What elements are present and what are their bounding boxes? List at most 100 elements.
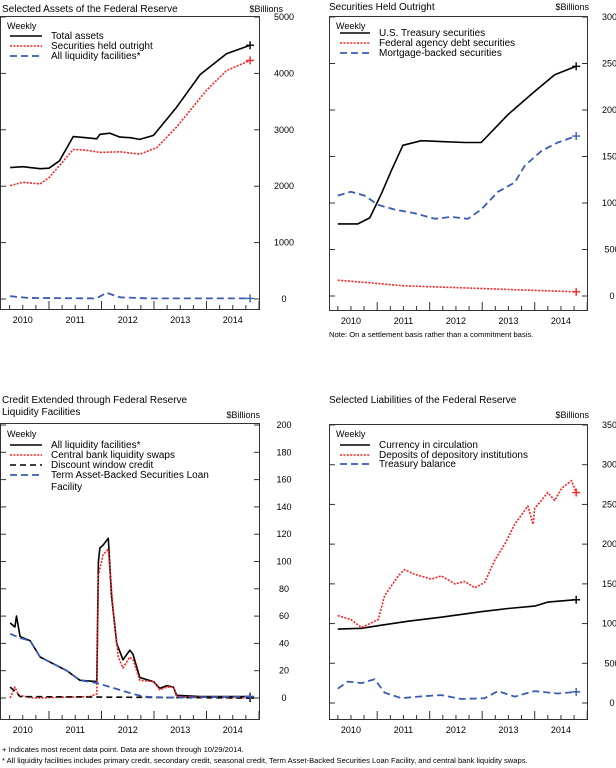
x-tick-label: 2013 <box>498 725 518 735</box>
chart-title: Selected Liabilities of the Federal Rese… <box>329 395 517 406</box>
x-tick-label: 2012 <box>118 725 138 735</box>
x-tick-label: 2011 <box>66 725 85 735</box>
x-tick-label: 2010 <box>13 725 33 735</box>
chart-title-line-1: Credit Extended through Federal Reserve <box>2 395 188 406</box>
series-line-currency-in-circulation <box>337 598 577 630</box>
y-tick-label: 1000 <box>602 619 616 629</box>
x-tick-label: 2011 <box>394 725 413 735</box>
y-tick-label: 0 <box>281 693 286 703</box>
legend-label: U.S. Treasury securities <box>379 28 485 39</box>
y-tick-label: 1500 <box>602 152 616 162</box>
latest-point-marker <box>572 488 581 497</box>
y-tick-label: 500 <box>604 245 616 255</box>
y-tick-label: 2500 <box>602 59 616 69</box>
y-tick-label: 2000 <box>602 539 616 549</box>
chart-title: Securities Held Outright <box>329 2 435 13</box>
latest-point-marker <box>572 132 581 141</box>
chart-selected-liabilities: Selected Liabilities of the Federal Rese… <box>329 395 589 470</box>
legend-label: Discount window credit <box>51 460 153 471</box>
unit-label: $Billions <box>555 2 589 12</box>
legend-label: Deposits of depository institutions <box>379 450 528 461</box>
series-line-total-assets <box>10 44 251 170</box>
y-tick-label: 3500 <box>602 420 616 430</box>
series-line-term-asset-backed-securities-loan-facility <box>9 632 251 699</box>
y-tick-label: 120 <box>276 529 291 539</box>
chart-title: Selected Assets of the Federal Reserve <box>2 4 178 15</box>
series-line-central-bank-liquidity-swaps <box>9 548 251 699</box>
latest-point-marker <box>246 692 255 701</box>
y-tick-label: 4000 <box>274 68 294 78</box>
y-tick-label: 2500 <box>602 499 616 509</box>
series-line-deposits-of-depository-institutions <box>337 479 577 629</box>
y-tick-label: 1000 <box>274 238 294 248</box>
series-line-treasury-balance <box>337 678 577 700</box>
footnote-liquidity-facilities: * All liquidity facilities includes prim… <box>2 756 528 765</box>
series-line-federal-agency-debt-securities <box>337 279 577 293</box>
legend-label: All liquidity facilities* <box>51 51 141 62</box>
x-tick-label: 2010 <box>341 725 361 735</box>
y-tick-label: 20 <box>279 666 289 676</box>
x-tick-label: 2012 <box>446 725 466 735</box>
y-tick-label: 1500 <box>602 579 616 589</box>
latest-point-marker <box>572 287 581 296</box>
footnote-recent-data: + Indicates most recent data point. Data… <box>2 745 244 754</box>
x-tick-label: 2014 <box>551 316 571 326</box>
x-tick-label: 2014 <box>551 725 571 735</box>
series-line-discount-window-credit <box>9 686 251 699</box>
y-tick-label: 0 <box>281 294 286 304</box>
x-tick-label: 2014 <box>223 315 243 325</box>
x-tick-label: 2010 <box>341 316 361 326</box>
x-tick-label: 2013 <box>170 725 190 735</box>
legend-label: All liquidity facilities* <box>51 440 141 451</box>
latest-point-marker <box>246 41 255 50</box>
legend-label: Securities held outright <box>51 41 153 52</box>
unit-label: $Billions <box>226 410 260 420</box>
y-tick-label: 140 <box>276 502 291 512</box>
plot-area: 0 500 1000 1500 2000 2500 3000 2010 2011 2012 2013… <box>329 12 616 326</box>
frequency-label: Weekly <box>7 21 37 31</box>
plot-frame <box>329 16 588 311</box>
legend-label-talf: Term Asset-Backed Securities Loan Facilit… <box>51 470 209 493</box>
plot-area: 0 20 40 60 80 100 120 140 160 180 200 2010 2011 2012 2… <box>0 420 292 735</box>
chart-note: Note: On a settlement basis rather than … <box>329 330 533 339</box>
y-tick-label: 80 <box>279 584 289 594</box>
latest-point-marker <box>572 595 581 604</box>
y-tick-label: 1000 <box>602 198 616 208</box>
latest-point-marker <box>572 687 581 696</box>
plot-area: 0 500 1000 1500 2000 2500 3000 3500 2010 2011 2012… <box>329 420 616 735</box>
x-tick-label: 2010 <box>13 315 33 325</box>
legend-label: Mortgage-backed securities <box>379 48 502 59</box>
y-tick-label: 5000 <box>274 12 294 22</box>
unit-label: $Billions <box>555 410 589 420</box>
plot-area: 0 1000 2000 3000 4000 5000 2010 2011 2012 2013 201… <box>0 12 294 325</box>
chart-title-line-2: Liquidity Facilities <box>2 407 80 418</box>
unit-label: $Billions <box>249 4 283 14</box>
x-tick-label: 2012 <box>118 315 138 325</box>
y-tick-label: 2000 <box>602 105 616 115</box>
y-tick-label: 500 <box>604 658 616 668</box>
latest-point-marker <box>572 62 581 71</box>
frequency-label: Weekly <box>7 429 37 439</box>
x-tick-label: 2014 <box>223 725 243 735</box>
series-line-securities-held-outright <box>9 59 251 187</box>
plot-frame <box>0 16 260 310</box>
latest-point-marker <box>246 294 255 303</box>
series-line-mortgage-backed-securities <box>337 135 577 220</box>
series-line-all-liquidity-facilities <box>9 537 251 698</box>
chart-selected-assets: Selected Assets of the Federal Reserve $… <box>2 4 283 62</box>
y-tick-label: 0 <box>609 698 614 708</box>
latest-point-marker <box>246 56 255 65</box>
frequency-label: Weekly <box>336 21 366 31</box>
x-tick-label: 2011 <box>394 316 413 326</box>
frequency-label: Weekly <box>336 429 366 439</box>
y-tick-label: 40 <box>279 638 289 648</box>
plot-frame <box>329 424 588 720</box>
y-tick-label: 3000 <box>602 460 616 470</box>
x-tick-label: 2012 <box>446 316 466 326</box>
y-tick-label: 3000 <box>602 12 616 22</box>
chart-securities-held-outright: Securities Held Outright $Billions Weekl… <box>329 2 589 339</box>
y-tick-label: 160 <box>276 475 291 485</box>
x-tick-label: 2011 <box>66 315 85 325</box>
legend-label: Treasury balance <box>379 459 456 470</box>
y-tick-label: 3000 <box>274 125 294 135</box>
